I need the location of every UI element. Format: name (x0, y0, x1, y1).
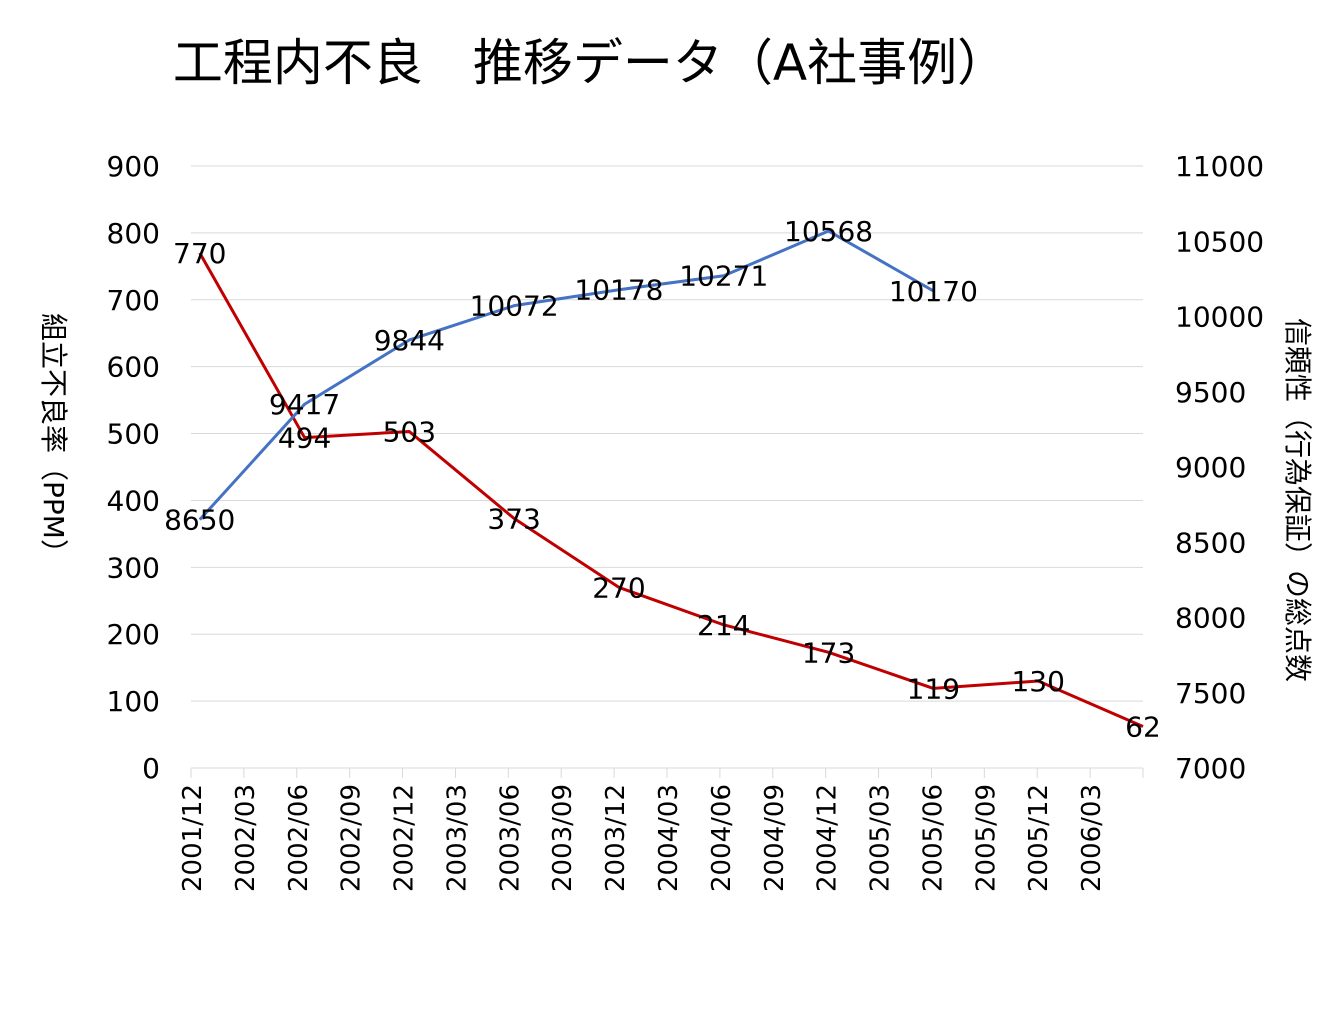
series-line-1 (200, 253, 1143, 727)
y2-tick-label: 9500 (1175, 376, 1246, 409)
data-label: 130 (1011, 665, 1064, 698)
data-label: 373 (487, 503, 540, 536)
y2-tick-label: 10500 (1175, 225, 1264, 258)
data-label: 503 (383, 416, 436, 449)
y-tick-label: 700 (107, 284, 160, 317)
y2-tick-label: 10000 (1175, 301, 1264, 334)
y2-tick-label: 8000 (1175, 602, 1246, 635)
gridlines (191, 166, 1143, 768)
data-label: 62 (1125, 711, 1161, 744)
y2-tick-label: 8500 (1175, 526, 1246, 559)
y-tick-label: 300 (107, 551, 160, 584)
x-tick-label: 2002/09 (337, 784, 367, 892)
y-tick-label: 600 (107, 351, 160, 384)
x-axis: 2001/12 2002/03 2002/06 2002/09 2002/12 2003/… (178, 768, 1143, 892)
x-tick-label: 2001/12 (178, 784, 208, 892)
y-axis-right: 7000 7500 8000 8500 9000 9500 10000 10500 11000 (1175, 150, 1264, 785)
y2-tick-label: 7500 (1175, 677, 1246, 710)
x-tick-label: 2004/03 (654, 784, 684, 892)
x-tick-label: 2006/03 (1077, 784, 1107, 892)
y-tick-label: 900 (107, 150, 160, 183)
y-tick-label: 0 (142, 752, 160, 785)
y2-tick-label: 11000 (1175, 150, 1264, 183)
x-tick-label: 2003/06 (495, 784, 525, 892)
y2-tick-label: 7000 (1175, 752, 1246, 785)
y-axis-left-title: 組立不良率（PPM） (37, 313, 70, 567)
x-tick-label: 2005/06 (918, 784, 948, 892)
y-tick-label: 500 (107, 418, 160, 451)
x-tick-label: 2003/03 (442, 784, 472, 892)
chart-title: 工程内不良 推移データ（A社事例） (173, 34, 1007, 92)
y-axis-right-title: 信頼性（行為保証）の総点数 (1281, 318, 1314, 682)
x-tick-label: 2002/03 (231, 784, 261, 892)
data-labels: 770 494 503 373 270 214 173 119 130 62 8650 9417 984… (164, 215, 1161, 744)
x-tick-label: 2004/12 (813, 784, 843, 892)
y-tick-label: 400 (107, 484, 160, 517)
data-label: 9417 (269, 388, 340, 421)
x-tick-label: 2005/12 (1024, 784, 1054, 892)
x-tick-label: 2005/09 (971, 784, 1001, 892)
data-label: 10170 (889, 275, 978, 308)
data-label: 214 (697, 609, 750, 642)
series-group (200, 231, 1143, 727)
series-line-2 (200, 231, 934, 520)
data-label: 9844 (374, 324, 445, 357)
x-tick-label: 2003/12 (601, 784, 631, 892)
y-axis-left: 0 100 200 300 400 500 600 700 800 900 (107, 150, 160, 785)
data-label: 119 (907, 672, 960, 705)
x-tick-label: 2003/09 (548, 784, 578, 892)
y-tick-label: 200 (107, 618, 160, 651)
data-label: 10568 (784, 215, 873, 248)
y2-tick-label: 9000 (1175, 451, 1246, 484)
x-tick-label: 2002/06 (284, 784, 314, 892)
data-label: 770 (173, 237, 226, 270)
data-label: 8650 (164, 504, 235, 537)
data-label: 10178 (574, 274, 663, 307)
data-label: 494 (278, 422, 331, 455)
data-label: 173 (802, 636, 855, 669)
x-tick-label: 2002/12 (390, 784, 420, 892)
x-tick-label: 2004/09 (760, 784, 790, 892)
data-label: 10072 (470, 290, 559, 323)
data-label: 270 (592, 571, 645, 604)
y-tick-label: 800 (107, 217, 160, 250)
y-tick-label: 100 (107, 685, 160, 718)
data-label: 10271 (679, 260, 768, 293)
x-tick-label: 2004/06 (707, 784, 737, 892)
x-tick-label: 2005/03 (866, 784, 896, 892)
